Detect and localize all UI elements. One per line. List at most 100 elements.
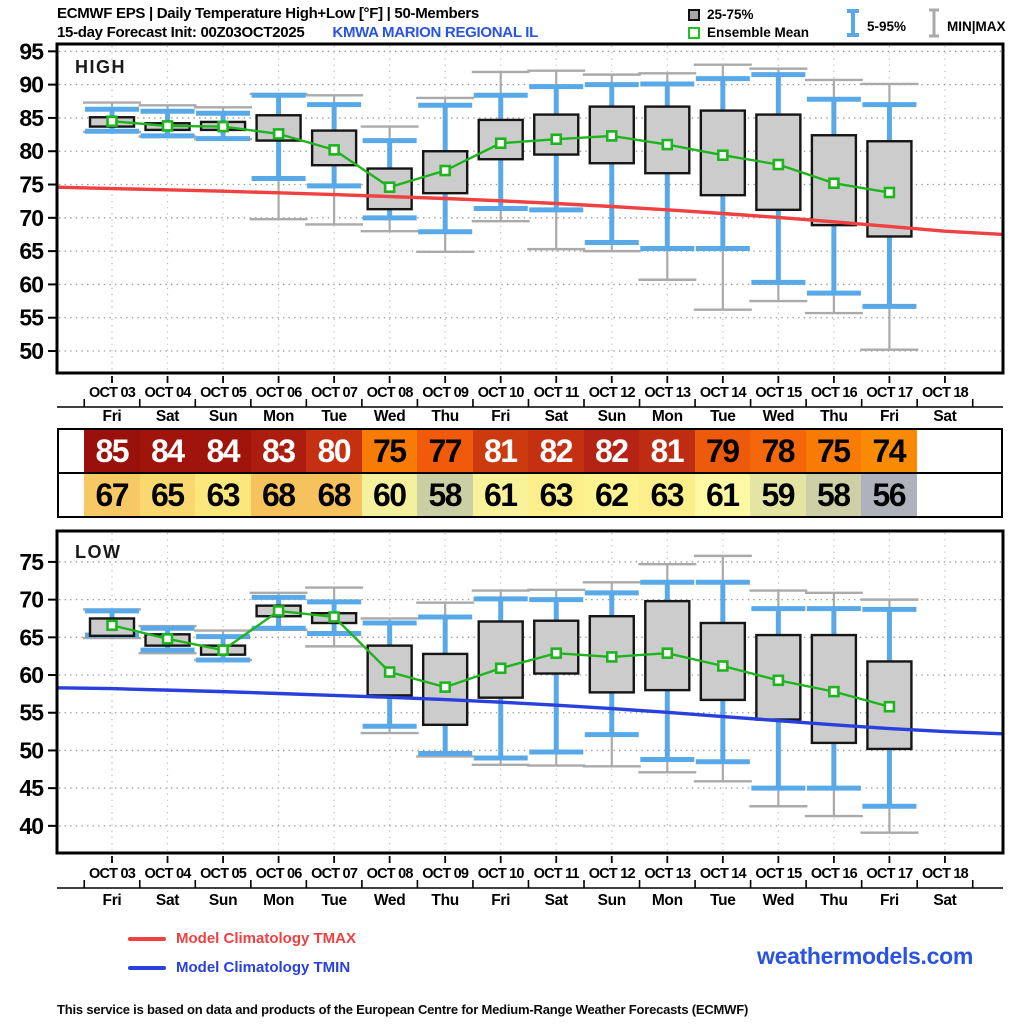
svg-text:Sat: Sat	[156, 892, 179, 909]
svg-text:Fri: Fri	[103, 892, 122, 909]
svg-text:OCT 10: OCT 10	[478, 385, 525, 401]
low-cell-oct-07: 68	[306, 474, 362, 516]
svg-text:Mon: Mon	[652, 892, 683, 909]
whisker-5-95-icon	[847, 9, 859, 37]
low-cell-oct-13: 63	[639, 474, 695, 516]
high-cell-oct-14: 79	[694, 430, 750, 472]
legend-whisker-5-95: 5-95%	[846, 8, 906, 38]
svg-text:Mon: Mon	[263, 892, 294, 909]
svg-text:OCT 03: OCT 03	[89, 866, 136, 882]
low-cell-oct-17: 56	[861, 474, 917, 516]
box-25-75-icon	[688, 8, 700, 21]
init-time: 15-day Forecast Init: 00Z03OCT2025	[57, 24, 305, 41]
high-cell-oct-18	[916, 430, 972, 472]
svg-text:Sun: Sun	[598, 892, 626, 909]
low-iqr-boxes	[88, 599, 913, 751]
svg-text:Thu: Thu	[431, 892, 459, 909]
page-subtitle: 15-day Forecast Init: 00Z03OCT2025 KMWA M…	[57, 23, 538, 42]
legend-ensemble-mean: Ensemble Mean	[688, 25, 809, 40]
low-cell-oct-05: 63	[195, 474, 251, 516]
svg-text:OCT 17: OCT 17	[866, 866, 913, 882]
svg-text:OCT 06: OCT 06	[256, 385, 303, 401]
weathermodels-logo: weathermodels.com	[757, 943, 974, 969]
legend-box-range-label: 25-75%	[707, 7, 754, 22]
svg-text:OCT 12: OCT 12	[589, 866, 636, 882]
svg-text:50: 50	[19, 338, 43, 364]
svg-text:OCT 14: OCT 14	[700, 866, 747, 882]
svg-text:OCT 17: OCT 17	[866, 385, 913, 401]
high-cell-oct-11: 82	[528, 430, 584, 472]
svg-text:OCT 10: OCT 10	[478, 866, 525, 882]
high-y-axis: 95 90 85 80 75 70 65 60 55 50	[19, 38, 57, 364]
low-cell-oct-14: 61	[694, 474, 750, 516]
svg-text:Fri: Fri	[491, 892, 510, 909]
low-climatology-line	[56, 686, 1004, 736]
svg-text:OCT 13: OCT 13	[644, 385, 691, 401]
svg-text:OCT 12: OCT 12	[589, 385, 636, 401]
svg-text:Thu: Thu	[820, 892, 848, 909]
svg-text:OCT 15: OCT 15	[755, 385, 802, 401]
svg-text:Fri: Fri	[880, 892, 899, 909]
svg-text:OCT 06: OCT 06	[256, 866, 303, 882]
svg-text:90: 90	[19, 72, 43, 98]
svg-text:70: 70	[19, 587, 43, 613]
high-cell-oct-15: 78	[750, 430, 806, 472]
svg-text:Sat: Sat	[933, 408, 956, 425]
low-cell-oct-04: 65	[139, 474, 195, 516]
svg-text:95: 95	[19, 38, 44, 64]
svg-text:45: 45	[19, 775, 44, 801]
svg-text:OCT 09: OCT 09	[422, 866, 469, 882]
minmax-whisker-icon	[929, 8, 939, 38]
high-chart-label: HIGH	[75, 57, 126, 77]
svg-text:OCT 15: OCT 15	[755, 866, 802, 882]
climatology-legend: Model Climatology TMAX Model Climatology…	[128, 930, 356, 988]
low-cell-oct-16: 58	[805, 474, 861, 516]
high-cell-oct-04: 84	[139, 430, 195, 472]
svg-text:75: 75	[19, 549, 44, 575]
svg-text:Sat: Sat	[545, 408, 568, 425]
svg-text:Fri: Fri	[103, 408, 122, 425]
high-cell-oct-03: 85	[84, 430, 140, 472]
svg-text:Sat: Sat	[933, 892, 956, 909]
high-values-row: 85 84 84 83 80 75 77 81 82 82 81 79 78 75 74	[59, 430, 1001, 474]
svg-text:Mon: Mon	[652, 408, 683, 425]
low-chart-label: LOW	[75, 542, 122, 562]
svg-text:Tue: Tue	[710, 408, 736, 425]
svg-text:OCT 18: OCT 18	[922, 866, 969, 882]
table-spacer	[59, 474, 84, 516]
svg-text:55: 55	[19, 700, 44, 726]
legend-box-range: 25-75%	[688, 7, 754, 22]
svg-text:75: 75	[19, 172, 44, 198]
low-cell-oct-12: 62	[583, 474, 639, 516]
svg-text:70: 70	[19, 205, 43, 231]
high-cell-oct-16: 75	[805, 430, 861, 472]
svg-text:OCT 11: OCT 11	[534, 866, 580, 882]
low-ensemble-mean-line	[106, 605, 896, 713]
high-cell-oct-06: 83	[250, 430, 306, 472]
attribution-footer: This service is based on data and produc…	[57, 1002, 749, 1017]
svg-text:40: 40	[19, 813, 43, 839]
svg-text:Wed: Wed	[374, 408, 406, 425]
svg-text:Wed: Wed	[374, 892, 406, 909]
high-cell-oct-09: 77	[417, 430, 473, 472]
svg-text:Sat: Sat	[156, 408, 179, 425]
station-name: KMWA MARION REGIONAL IL	[332, 24, 539, 41]
svg-text:Wed: Wed	[763, 892, 795, 909]
high-cell-oct-13: 81	[639, 430, 695, 472]
svg-text:OCT 04: OCT 04	[145, 385, 192, 401]
high-climatology-line	[56, 185, 1004, 237]
low-cell-oct-09: 58	[417, 474, 473, 516]
low-cell-oct-11: 63	[528, 474, 584, 516]
high-cell-oct-07: 80	[306, 430, 362, 472]
svg-text:Sun: Sun	[598, 408, 626, 425]
low-5-95-whiskers	[85, 579, 917, 809]
high-cell-oct-17: 74	[861, 430, 917, 472]
svg-text:Sun: Sun	[209, 408, 237, 425]
high-cell-oct-12: 82	[583, 430, 639, 472]
svg-text:OCT 04: OCT 04	[145, 866, 192, 882]
high-x-axis: OCT 03 OCT 04 OCT 05 OCT 06 OCT 07 OCT 08 OCT …	[57, 376, 1003, 425]
svg-text:OCT 13: OCT 13	[644, 866, 691, 882]
